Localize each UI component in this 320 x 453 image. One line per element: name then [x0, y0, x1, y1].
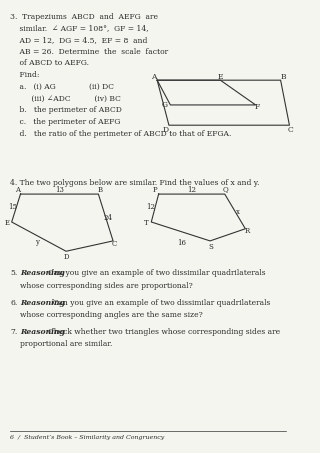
Text: E: E: [4, 219, 9, 227]
Text: whose corresponding angles are the same size?: whose corresponding angles are the same …: [20, 311, 203, 319]
Text: S: S: [208, 243, 213, 251]
Text: of ABCD to AEFG.: of ABCD to AEFG.: [10, 59, 89, 67]
Text: Can you give an example of two dissimilar quadrilaterals: Can you give an example of two dissimila…: [48, 269, 266, 277]
Text: T: T: [144, 219, 149, 227]
Text: (iii) ∠ADC          (iv) BC: (iii) ∠ADC (iv) BC: [10, 95, 121, 102]
Text: Reasoning: Reasoning: [20, 299, 65, 307]
Text: 13: 13: [55, 186, 64, 193]
Text: AD = 12,  DG = 4.5,  EF = 8  and: AD = 12, DG = 4.5, EF = 8 and: [10, 36, 148, 44]
Text: 24: 24: [103, 214, 112, 222]
Text: 12: 12: [146, 203, 155, 211]
Text: similar.  ∠ AGF = 108°,  GF = 14,: similar. ∠ AGF = 108°, GF = 14,: [10, 24, 149, 32]
Text: b.   the perimeter of ABCD: b. the perimeter of ABCD: [10, 106, 122, 114]
Text: Q: Q: [222, 186, 228, 193]
Text: C: C: [288, 125, 294, 134]
Text: c.   the perimeter of AEFG: c. the perimeter of AEFG: [10, 118, 121, 126]
Text: 6.: 6.: [10, 299, 18, 307]
Text: F: F: [254, 103, 260, 111]
Text: 3.  Trapeziums  ABCD  and  AEFG  are: 3. Trapeziums ABCD and AEFG are: [10, 13, 158, 21]
Text: Reasoning: Reasoning: [20, 269, 65, 277]
Text: 6  /  Student’s Book – Similarity and Congruency: 6 / Student’s Book – Similarity and Cong…: [10, 435, 164, 440]
Text: a.   (i) AG              (ii) DC: a. (i) AG (ii) DC: [10, 83, 114, 91]
Text: Reasoning: Reasoning: [20, 328, 65, 336]
Text: A: A: [151, 72, 157, 81]
Text: E: E: [218, 72, 223, 81]
Text: d.   the ratio of the perimeter of ABCD to that of EFGA.: d. the ratio of the perimeter of ABCD to…: [10, 130, 232, 138]
Text: 15: 15: [8, 203, 17, 211]
Text: 7.: 7.: [10, 328, 18, 336]
Text: B: B: [97, 186, 102, 193]
Text: Can you give an example of two dissimilar quadrilaterals: Can you give an example of two dissimila…: [48, 299, 270, 307]
Text: A: A: [15, 186, 20, 193]
Text: 4. The two polygons below are similar. Find the values of x and y.: 4. The two polygons below are similar. F…: [10, 179, 260, 187]
Text: y: y: [35, 238, 39, 246]
Text: x: x: [236, 208, 240, 216]
Text: P: P: [153, 186, 157, 193]
Text: 5.: 5.: [10, 269, 18, 277]
Text: proportional are similar.: proportional are similar.: [20, 340, 113, 348]
Text: G: G: [162, 101, 168, 109]
Text: D: D: [63, 253, 69, 261]
Text: whose corresponding sides are proportional?: whose corresponding sides are proportion…: [20, 282, 193, 290]
Text: 12: 12: [187, 186, 196, 193]
Text: 16: 16: [178, 239, 187, 247]
Text: R: R: [244, 227, 249, 235]
Text: D: D: [163, 125, 169, 134]
Text: B: B: [280, 72, 286, 81]
Text: AB = 26.  Determine  the  scale  factor: AB = 26. Determine the scale factor: [10, 48, 168, 56]
Text: Find:: Find:: [10, 71, 40, 79]
Text: Check whether two triangles whose corresponding sides are: Check whether two triangles whose corres…: [48, 328, 280, 336]
Text: C: C: [112, 240, 117, 248]
